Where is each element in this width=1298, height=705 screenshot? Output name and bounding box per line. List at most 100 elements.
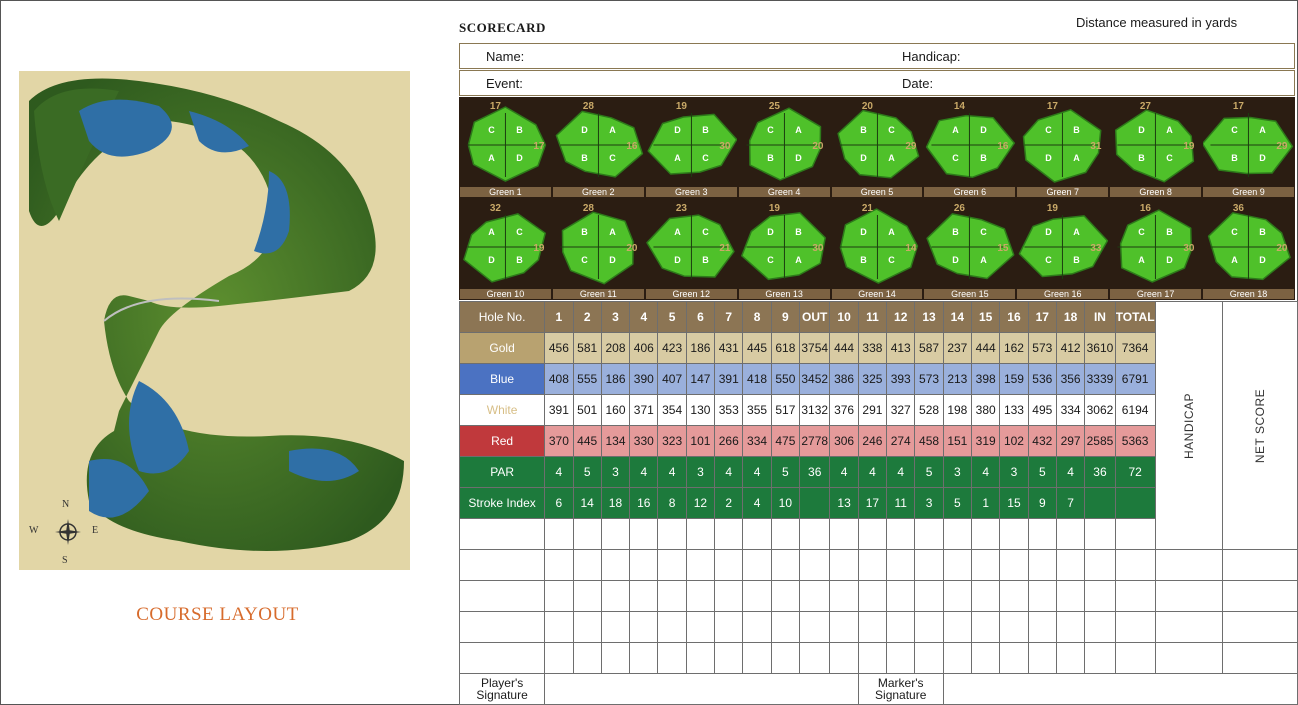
score-entry-cell[interactable]	[770, 549, 801, 581]
score-entry-cell[interactable]	[629, 518, 659, 550]
score-entry-cell[interactable]	[629, 580, 659, 612]
score-entry-cell[interactable]	[1154, 611, 1223, 643]
score-entry-cell[interactable]	[572, 642, 602, 674]
score-entry-cell[interactable]	[1027, 611, 1057, 643]
event-date-row[interactable]: Event: Date:	[459, 70, 1295, 96]
score-entry-cell[interactable]	[1084, 611, 1116, 643]
score-entry-cell[interactable]	[942, 611, 973, 643]
score-entry-cell[interactable]	[714, 549, 744, 581]
score-entry-cell[interactable]	[770, 580, 801, 612]
score-entry-cell[interactable]	[970, 518, 1001, 550]
score-entry-cell[interactable]	[770, 642, 801, 674]
score-entry-cell[interactable]	[657, 518, 687, 550]
score-entry-cell[interactable]	[1154, 580, 1223, 612]
score-entry-cell[interactable]	[999, 518, 1029, 550]
score-entry-cell[interactable]	[829, 580, 859, 612]
score-entry-cell[interactable]	[544, 518, 574, 550]
name-handicap-row[interactable]: Name: Handicap:	[459, 43, 1295, 69]
score-entry-cell[interactable]	[544, 549, 574, 581]
score-entry-cell[interactable]	[829, 518, 859, 550]
score-entry-cell[interactable]	[458, 611, 546, 643]
score-entry-cell[interactable]	[1084, 580, 1116, 612]
score-entry-cell[interactable]	[572, 580, 602, 612]
score-entry-cell[interactable]	[685, 642, 716, 674]
score-entry-cell[interactable]	[629, 549, 659, 581]
score-entry-cell[interactable]	[857, 518, 888, 550]
score-entry-cell[interactable]	[942, 518, 973, 550]
score-entry-cell[interactable]	[572, 518, 602, 550]
score-entry-cell[interactable]	[544, 611, 574, 643]
score-entry-cell[interactable]	[799, 518, 831, 550]
markers-signature-field[interactable]	[942, 673, 1298, 705]
score-entry-cell[interactable]	[742, 518, 772, 550]
score-entry-cell[interactable]	[914, 642, 944, 674]
score-entry-cell[interactable]	[799, 549, 831, 581]
score-entry-cell[interactable]	[799, 611, 831, 643]
score-entry-cell[interactable]	[1114, 642, 1156, 674]
score-entry-cell[interactable]	[1154, 549, 1223, 581]
score-entry-cell[interactable]	[1221, 611, 1298, 643]
score-entry-cell[interactable]	[970, 642, 1001, 674]
score-entry-cell[interactable]	[799, 642, 831, 674]
score-entry-cell[interactable]	[1114, 549, 1156, 581]
score-entry-cell[interactable]	[857, 549, 888, 581]
score-entry-cell[interactable]	[458, 642, 546, 674]
score-entry-cell[interactable]	[1114, 518, 1156, 550]
score-entry-cell[interactable]	[857, 580, 888, 612]
score-entry-cell[interactable]	[1055, 642, 1086, 674]
score-entry-cell[interactable]	[714, 642, 744, 674]
score-entry-cell[interactable]	[1027, 642, 1057, 674]
score-entry-cell[interactable]	[742, 611, 772, 643]
score-entry-cell[interactable]	[970, 611, 1001, 643]
score-entry-cell[interactable]	[458, 518, 546, 550]
net-score-column[interactable]: NET SCORE	[1221, 301, 1298, 550]
score-entry-cell[interactable]	[742, 642, 772, 674]
score-entry-cell[interactable]	[1221, 642, 1298, 674]
score-entry-cell[interactable]	[600, 580, 631, 612]
score-entry-cell[interactable]	[857, 642, 888, 674]
score-entry-cell[interactable]	[942, 580, 973, 612]
score-entry-cell[interactable]	[829, 642, 859, 674]
player-score-row[interactable]	[458, 642, 1298, 674]
score-entry-cell[interactable]	[1055, 611, 1086, 643]
score-entry-cell[interactable]	[600, 642, 631, 674]
score-entry-cell[interactable]	[999, 549, 1029, 581]
score-entry-cell[interactable]	[742, 580, 772, 612]
score-entry-cell[interactable]	[629, 642, 659, 674]
score-entry-cell[interactable]	[657, 549, 687, 581]
score-entry-cell[interactable]	[999, 642, 1029, 674]
score-entry-cell[interactable]	[1114, 580, 1156, 612]
score-entry-cell[interactable]	[1221, 549, 1298, 581]
score-entry-cell[interactable]	[685, 549, 716, 581]
score-entry-cell[interactable]	[970, 549, 1001, 581]
score-entry-cell[interactable]	[1027, 518, 1057, 550]
score-entry-cell[interactable]	[999, 611, 1029, 643]
score-entry-cell[interactable]	[857, 611, 888, 643]
score-entry-cell[interactable]	[1084, 518, 1116, 550]
score-entry-cell[interactable]	[657, 611, 687, 643]
score-entry-cell[interactable]	[742, 549, 772, 581]
handicap-column[interactable]: HANDICAP	[1154, 301, 1223, 550]
score-entry-cell[interactable]	[572, 549, 602, 581]
score-entry-cell[interactable]	[544, 642, 574, 674]
score-entry-cell[interactable]	[1055, 549, 1086, 581]
score-entry-cell[interactable]	[1055, 580, 1086, 612]
score-entry-cell[interactable]	[886, 611, 916, 643]
score-entry-cell[interactable]	[829, 611, 859, 643]
score-entry-cell[interactable]	[914, 549, 944, 581]
score-entry-cell[interactable]	[714, 580, 744, 612]
score-entry-cell[interactable]	[1027, 580, 1057, 612]
player-score-row[interactable]	[458, 549, 1298, 581]
player-score-row[interactable]	[458, 518, 1298, 550]
score-entry-cell[interactable]	[886, 580, 916, 612]
score-entry-cell[interactable]	[886, 518, 916, 550]
score-entry-cell[interactable]	[1154, 642, 1223, 674]
score-entry-cell[interactable]	[1084, 549, 1116, 581]
score-entry-cell[interactable]	[942, 549, 973, 581]
score-entry-cell[interactable]	[685, 580, 716, 612]
score-entry-cell[interactable]	[886, 642, 916, 674]
player-score-row[interactable]	[458, 611, 1298, 643]
score-entry-cell[interactable]	[600, 518, 631, 550]
score-entry-cell[interactable]	[770, 518, 801, 550]
score-entry-cell[interactable]	[1221, 580, 1298, 612]
